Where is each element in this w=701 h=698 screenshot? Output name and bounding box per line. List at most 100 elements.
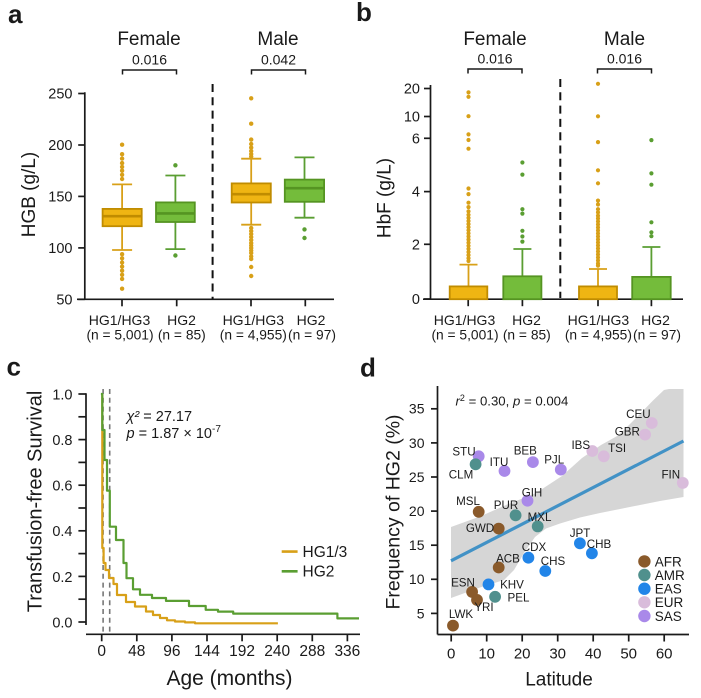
svg-text:a: a bbox=[8, 0, 23, 29]
svg-text:HG1/HG3: HG1/HG3 bbox=[568, 312, 630, 328]
svg-text:0.2: 0.2 bbox=[52, 570, 72, 586]
svg-text:HG2: HG2 bbox=[641, 312, 670, 328]
svg-text:HG1/HG3: HG1/HG3 bbox=[223, 312, 285, 328]
svg-text:20: 20 bbox=[514, 646, 531, 663]
svg-text:(n = 5,001): (n = 5,001) bbox=[431, 328, 498, 343]
svg-text:96: 96 bbox=[163, 643, 180, 660]
svg-text:30: 30 bbox=[549, 646, 566, 663]
svg-text:TSI: TSI bbox=[608, 442, 626, 455]
svg-text:15: 15 bbox=[409, 537, 425, 553]
svg-text:PUR: PUR bbox=[494, 499, 518, 512]
svg-text:ESN: ESN bbox=[451, 577, 475, 590]
svg-text:d: d bbox=[360, 353, 376, 383]
svg-text:HG2: HG2 bbox=[167, 312, 196, 328]
svg-text:10: 10 bbox=[404, 110, 420, 126]
svg-text:HG2: HG2 bbox=[297, 312, 326, 328]
svg-text:240: 240 bbox=[264, 643, 290, 660]
svg-text:150: 150 bbox=[48, 190, 72, 206]
svg-text:HG1/HG3: HG1/HG3 bbox=[89, 312, 151, 328]
svg-text:250: 250 bbox=[48, 87, 72, 103]
svg-text:Frequency of HG2 (%): Frequency of HG2 (%) bbox=[383, 414, 405, 609]
svg-text:CEU: CEU bbox=[626, 408, 650, 421]
svg-text:CLM: CLM bbox=[449, 469, 473, 482]
svg-text:0: 0 bbox=[447, 646, 455, 663]
svg-text:10: 10 bbox=[478, 646, 495, 663]
svg-text:0.016: 0.016 bbox=[607, 51, 642, 67]
svg-text:BEB: BEB bbox=[514, 445, 537, 458]
svg-text:HG2: HG2 bbox=[512, 312, 541, 328]
svg-text:IBS: IBS bbox=[571, 439, 590, 452]
svg-text:144: 144 bbox=[194, 643, 220, 660]
svg-text:(n = 97): (n = 97) bbox=[633, 328, 681, 343]
svg-text:200: 200 bbox=[48, 138, 72, 154]
svg-text:(n = 85): (n = 85) bbox=[158, 328, 206, 343]
svg-text:EUR: EUR bbox=[655, 595, 684, 610]
svg-text:40: 40 bbox=[585, 646, 602, 663]
svg-text:HbF (g/L): HbF (g/L) bbox=[375, 158, 396, 238]
svg-text:100: 100 bbox=[48, 241, 72, 257]
svg-text:AMR: AMR bbox=[655, 568, 685, 583]
svg-text:Male: Male bbox=[604, 29, 645, 50]
svg-text:(n = 4,955): (n = 4,955) bbox=[565, 328, 632, 343]
svg-text:CHB: CHB bbox=[587, 538, 612, 551]
svg-text:1.0: 1.0 bbox=[52, 387, 72, 403]
svg-text:(n = 5,001): (n = 5,001) bbox=[86, 328, 153, 343]
svg-text:(n = 97): (n = 97) bbox=[288, 328, 336, 343]
svg-text:192: 192 bbox=[229, 643, 255, 660]
svg-text:r2 = 0.30, p = 0.004: r2 = 0.30, p = 0.004 bbox=[456, 393, 569, 409]
svg-text:AFR: AFR bbox=[655, 554, 682, 569]
svg-text:(n = 4,955): (n = 4,955) bbox=[220, 328, 287, 343]
svg-text:PJL: PJL bbox=[544, 454, 565, 467]
svg-text:Female: Female bbox=[117, 29, 180, 50]
svg-text:20: 20 bbox=[404, 82, 420, 98]
svg-text:10: 10 bbox=[409, 571, 425, 587]
svg-text:0.042: 0.042 bbox=[261, 52, 296, 68]
svg-text:MSL: MSL bbox=[456, 495, 480, 508]
svg-text:60: 60 bbox=[656, 646, 673, 663]
svg-text:20: 20 bbox=[409, 503, 425, 519]
svg-text:50: 50 bbox=[620, 646, 637, 663]
svg-text:Age (months): Age (months) bbox=[166, 667, 292, 690]
svg-text:MXL: MXL bbox=[528, 511, 552, 524]
svg-text:GBR: GBR bbox=[615, 426, 640, 439]
svg-text:ACB: ACB bbox=[496, 553, 520, 566]
svg-text:PEL: PEL bbox=[508, 592, 530, 605]
svg-text:Transfusion-free Survival: Transfusion-free Survival bbox=[25, 391, 47, 613]
svg-text:p = 1.87 × 10-7: p = 1.87 × 10-7 bbox=[126, 424, 222, 442]
svg-text:b: b bbox=[356, 0, 372, 27]
svg-text:HG1/3: HG1/3 bbox=[303, 544, 348, 561]
svg-text:LWK: LWK bbox=[449, 608, 474, 621]
svg-text:2: 2 bbox=[412, 237, 420, 253]
svg-text:Latitude: Latitude bbox=[525, 670, 593, 691]
svg-text:HG2: HG2 bbox=[303, 564, 335, 581]
svg-text:ITU: ITU bbox=[490, 456, 509, 469]
svg-text:336: 336 bbox=[334, 643, 360, 660]
svg-text:χ² = 27.17: χ² = 27.17 bbox=[125, 409, 193, 425]
svg-text:50: 50 bbox=[56, 293, 72, 309]
svg-text:GWD: GWD bbox=[466, 522, 494, 535]
svg-text:KHV: KHV bbox=[500, 579, 524, 592]
svg-text:Male: Male bbox=[257, 29, 298, 50]
svg-text:YRI: YRI bbox=[474, 601, 493, 614]
svg-text:HG1/HG3: HG1/HG3 bbox=[434, 312, 496, 328]
svg-text:0.4: 0.4 bbox=[52, 524, 72, 540]
svg-text:5: 5 bbox=[417, 605, 425, 621]
svg-text:0.016: 0.016 bbox=[132, 52, 167, 68]
svg-text:0: 0 bbox=[97, 643, 106, 660]
svg-text:CHS: CHS bbox=[541, 555, 566, 568]
svg-text:EAS: EAS bbox=[655, 582, 682, 597]
svg-text:JPT: JPT bbox=[570, 527, 591, 540]
svg-text:48: 48 bbox=[128, 643, 145, 660]
svg-text:c: c bbox=[7, 352, 21, 382]
svg-text:6: 6 bbox=[412, 131, 420, 147]
svg-text:0: 0 bbox=[412, 292, 420, 308]
svg-text:35: 35 bbox=[409, 401, 425, 417]
svg-text:0.016: 0.016 bbox=[477, 51, 512, 67]
svg-text:Female: Female bbox=[463, 29, 526, 50]
svg-text:4: 4 bbox=[412, 185, 420, 201]
svg-text:0.6: 0.6 bbox=[52, 479, 72, 495]
svg-text:STU: STU bbox=[452, 446, 475, 459]
svg-text:0.0: 0.0 bbox=[52, 615, 72, 631]
svg-text:SAS: SAS bbox=[655, 609, 682, 624]
svg-text:288: 288 bbox=[299, 643, 325, 660]
